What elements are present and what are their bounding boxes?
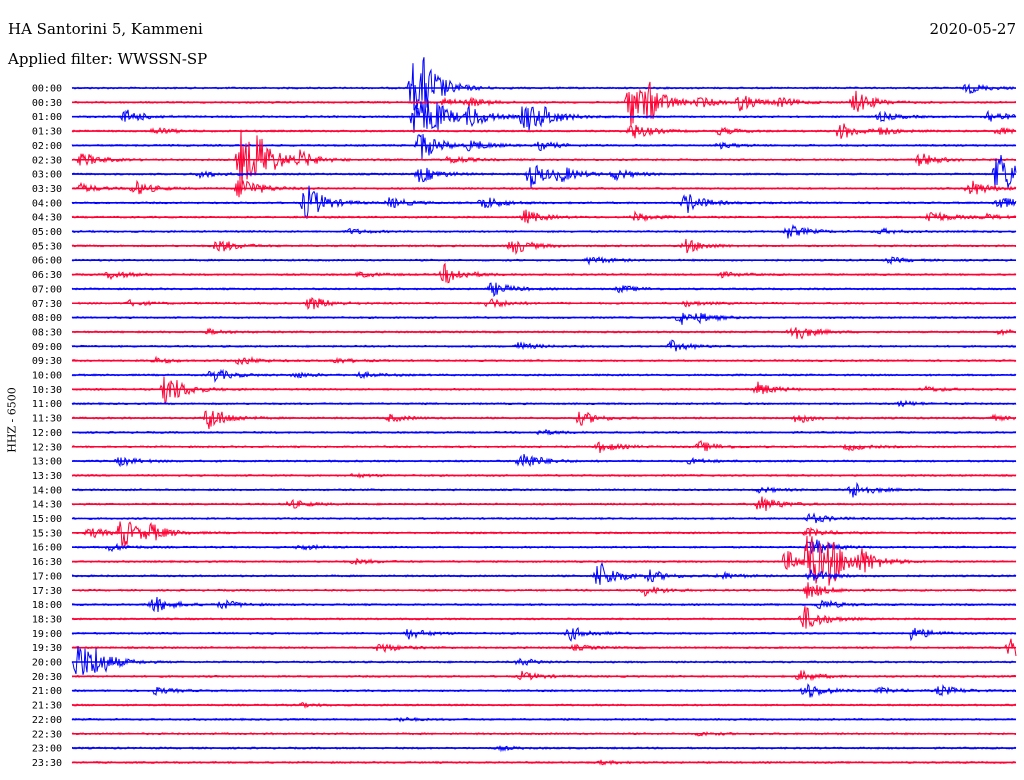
time-label: 16:00 <box>32 543 62 554</box>
time-label: 00:30 <box>32 98 62 109</box>
time-label: 19:30 <box>32 643 62 654</box>
time-label: 03:00 <box>32 170 62 181</box>
time-label: 07:30 <box>32 299 62 310</box>
time-label: 06:30 <box>32 270 62 281</box>
time-label: 03:30 <box>32 184 62 195</box>
time-label: 20:30 <box>32 672 62 683</box>
date-label: 2020-05-27 <box>929 20 1016 38</box>
trace-1130 <box>71 410 1017 430</box>
time-label: 07:00 <box>32 284 62 295</box>
time-label: 11:30 <box>32 414 62 425</box>
time-label: 06:00 <box>32 256 62 267</box>
time-label: 05:00 <box>32 227 62 238</box>
time-label: 17:30 <box>32 586 62 597</box>
time-label: 13:00 <box>32 457 62 468</box>
time-label: 22:30 <box>32 729 62 740</box>
time-label: 22:00 <box>32 715 62 726</box>
time-label: 20:00 <box>32 658 62 669</box>
trace-2000 <box>71 645 1017 675</box>
station-title: HA Santorini 5, Kammeni <box>8 20 203 38</box>
time-label: 21:30 <box>32 701 62 712</box>
time-label: 12:30 <box>32 442 62 453</box>
trace-1530 <box>71 521 1017 547</box>
time-label: 01:30 <box>32 127 62 138</box>
time-label: 14:30 <box>32 500 62 511</box>
time-label: 08:00 <box>32 313 62 324</box>
time-label: 01:00 <box>32 112 62 123</box>
time-label: 10:00 <box>32 371 62 382</box>
trace-0630 <box>71 262 1017 284</box>
trace-1900 <box>71 626 1017 642</box>
time-label: 21:00 <box>32 686 62 697</box>
time-label: 04:30 <box>32 213 62 224</box>
trace-1300 <box>71 453 1017 468</box>
trace-1030 <box>71 376 1017 405</box>
time-label: 14:00 <box>32 485 62 496</box>
time-label: 23:30 <box>32 758 62 769</box>
time-label: 02:30 <box>32 155 62 166</box>
trace-1000 <box>71 368 1017 383</box>
time-label: 17:00 <box>32 571 62 582</box>
time-label: 11:00 <box>32 399 62 410</box>
time-label: 15:00 <box>32 514 62 525</box>
time-label: 04:00 <box>32 198 62 209</box>
time-label: 02:00 <box>32 141 62 152</box>
time-label: 09:30 <box>32 356 62 367</box>
time-label: 18:00 <box>32 600 62 611</box>
time-label: 18:30 <box>32 614 62 625</box>
time-label: 16:30 <box>32 557 62 568</box>
trace-0200 <box>71 133 1017 160</box>
time-label: 09:00 <box>32 342 62 353</box>
time-label: 15:30 <box>32 528 62 539</box>
trace-1700 <box>71 561 1017 585</box>
time-label: 00:00 <box>32 84 62 95</box>
time-label: 05:30 <box>32 241 62 252</box>
trace-0800 <box>71 312 1017 325</box>
time-label: 13:30 <box>32 471 62 482</box>
filter-label: Applied filter: WWSSN-SP <box>8 50 208 68</box>
trace-1830 <box>71 606 1017 629</box>
time-label: 23:00 <box>32 744 62 755</box>
time-label: 08:30 <box>32 327 62 338</box>
trace-2030 <box>71 669 1017 682</box>
time-label: 19:00 <box>32 629 62 640</box>
time-label: 10:30 <box>32 385 62 396</box>
time-label: 12:00 <box>32 428 62 439</box>
trace-0830 <box>72 327 1017 340</box>
